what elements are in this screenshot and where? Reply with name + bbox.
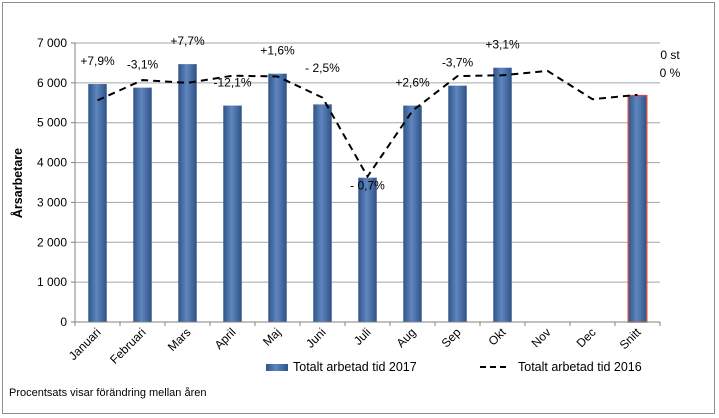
x-tick-label: Nov bbox=[529, 325, 554, 350]
bar bbox=[88, 84, 107, 322]
x-tick-label: Maj bbox=[260, 325, 284, 349]
x-tick-label: Snitt bbox=[617, 325, 644, 352]
line-series bbox=[97, 69, 638, 179]
bar bbox=[178, 64, 197, 323]
side-label: 0 % bbox=[660, 66, 681, 80]
y-tick-label: 5 000 bbox=[37, 116, 67, 130]
x-tick-label: Juni bbox=[303, 325, 328, 350]
x-tick-label: Februari bbox=[107, 325, 148, 366]
data-label: +1,6% bbox=[260, 44, 295, 58]
bar bbox=[223, 105, 242, 322]
legend-bar-label: Totalt arbetad tid 2017 bbox=[293, 360, 417, 374]
labels: +7,9% -3,1% +7,7% -12,1% +1,6% - 2,5% - 0,7% +2… bbox=[80, 34, 680, 192]
data-label: -3,1% bbox=[127, 58, 159, 72]
y-axis-title: Årsarbetare bbox=[10, 148, 25, 218]
x-tick-label: Okt bbox=[486, 325, 510, 349]
bar bbox=[627, 94, 648, 323]
bars bbox=[88, 64, 648, 323]
bar bbox=[448, 85, 467, 322]
x-tick-label: Aug bbox=[394, 325, 419, 350]
y-tick-label: 4 000 bbox=[37, 156, 67, 170]
bar bbox=[403, 105, 422, 322]
bar bbox=[358, 177, 377, 322]
x-tick-label: April bbox=[212, 325, 239, 352]
y-tick-label: 6 000 bbox=[37, 76, 67, 90]
bar bbox=[268, 73, 287, 322]
data-label: +2,6% bbox=[395, 76, 430, 90]
legend-line-label: Totalt arbetad tid 2016 bbox=[518, 360, 642, 374]
y-tick-label: 7 000 bbox=[37, 36, 67, 50]
data-label: - 2,5% bbox=[305, 61, 340, 75]
data-label: - 0,7% bbox=[350, 178, 385, 192]
bar bbox=[493, 67, 512, 322]
y-tick-label: 0 bbox=[60, 315, 67, 329]
bar bbox=[133, 87, 152, 322]
legend: Totalt arbetad tid 2017 Totalt arbetad t… bbox=[266, 360, 642, 374]
y-tick-label: 1 000 bbox=[37, 275, 67, 289]
data-label: +7,7% bbox=[170, 34, 205, 48]
footnote: Procentsats visar förändring mellan åren bbox=[9, 387, 206, 399]
side-label: 0 st bbox=[660, 48, 680, 62]
data-label: -3,7% bbox=[442, 56, 474, 70]
x-tick-label: Sep bbox=[439, 325, 464, 350]
x-tick-label: Dec bbox=[574, 325, 599, 350]
data-label: -12,1% bbox=[213, 76, 251, 90]
x-tick-label: Juli bbox=[351, 325, 374, 348]
x-tick-label: Januari bbox=[66, 325, 104, 363]
data-label: +3,1% bbox=[485, 38, 520, 52]
y-tick-label: 2 000 bbox=[37, 235, 67, 249]
y-tick-label: 3 000 bbox=[37, 195, 67, 209]
legend-bar-swatch bbox=[266, 364, 288, 371]
data-label: +7,9% bbox=[80, 54, 115, 68]
line-series-2016 bbox=[97, 69, 638, 179]
grid-lines bbox=[75, 42, 660, 283]
bar bbox=[313, 104, 332, 322]
x-tick-label: Mars bbox=[165, 325, 194, 354]
